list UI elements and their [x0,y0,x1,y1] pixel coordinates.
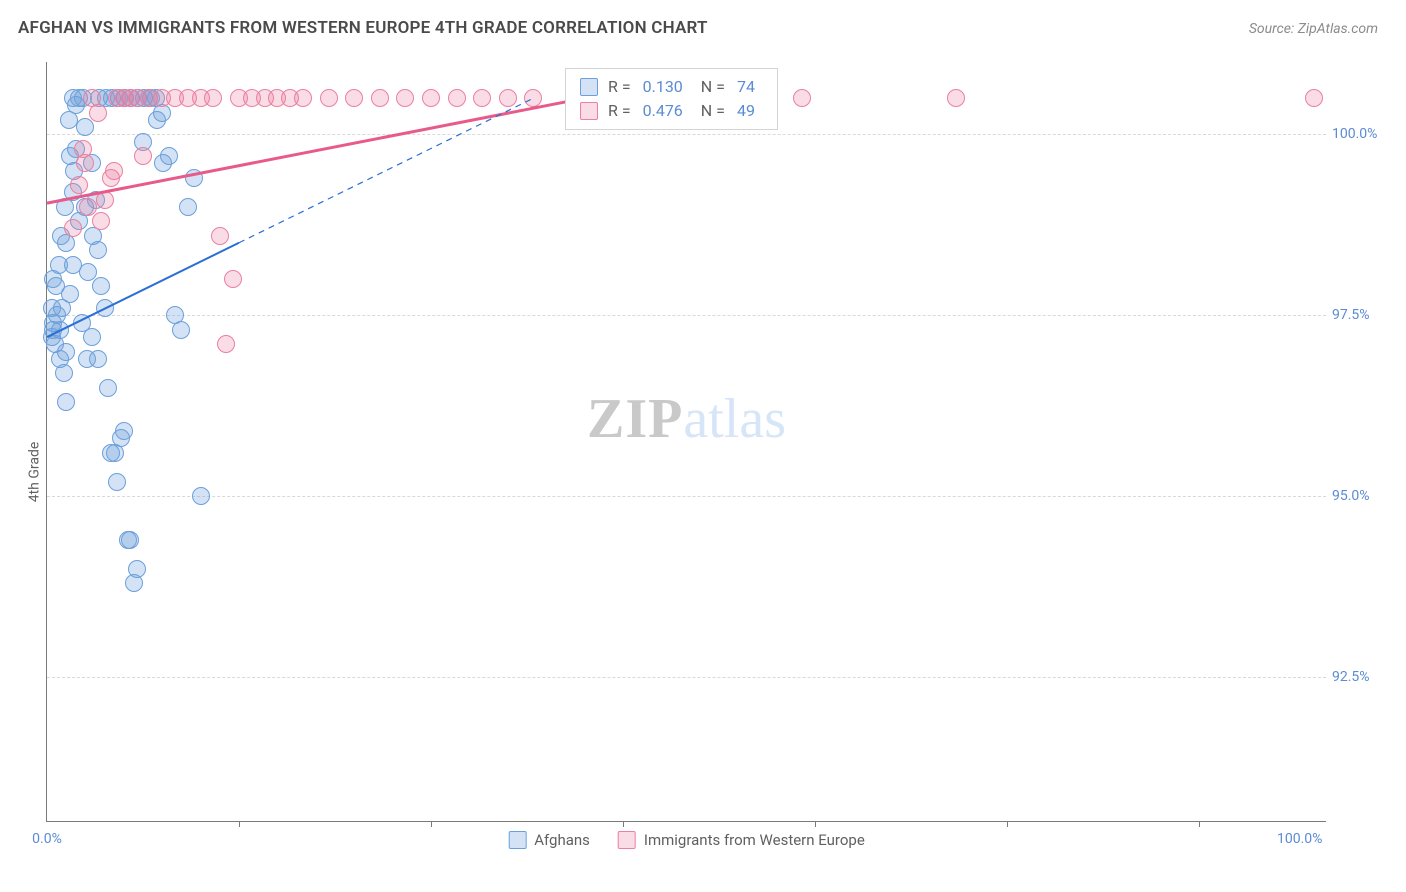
n-label: N = [701,75,725,99]
stats-row: R = 0.476 N = 49 [580,99,763,123]
trend-line [47,98,585,203]
legend-label: Immigrants from Western Europe [644,831,865,849]
r-label: R = [608,75,631,99]
n-label: N = [701,99,725,123]
y-tick-label: 95.0% [1332,488,1392,504]
n-value: 49 [737,99,755,123]
legend-label: Afghans [534,831,590,849]
trend-line [239,98,533,243]
r-value: 0.130 [643,75,683,99]
trend-lines-layer [47,62,1327,822]
title-bar: AFGHAN VS IMMIGRANTS FROM WESTERN EUROPE… [0,0,1406,46]
legend-swatch [508,831,526,849]
legend-item: Afghans [508,831,590,849]
chart-container: 4th Grade ZIPatlas R = 0.130 N = 74 R = … [0,52,1406,892]
r-label: R = [608,99,631,123]
x-tick-label: 100.0% [1277,831,1322,847]
series-swatch [580,78,598,96]
trend-line [47,243,239,337]
source-label: Source: ZipAtlas.com [1249,21,1378,37]
n-value: 74 [737,75,755,99]
stats-legend-box: R = 0.130 N = 74 R = 0.476 N = 49 [565,68,778,130]
legend-swatch [618,831,636,849]
stats-row: R = 0.130 N = 74 [580,75,763,99]
x-tick-label: 0.0% [32,831,62,847]
legend-item: Immigrants from Western Europe [618,831,865,849]
series-swatch [580,102,598,120]
r-value: 0.476 [643,99,683,123]
y-tick-label: 92.5% [1332,669,1392,685]
y-axis-label: 4th Grade [26,442,42,503]
y-tick-label: 100.0% [1332,126,1392,142]
bottom-legend: Afghans Immigrants from Western Europe [508,831,865,849]
chart-title: AFGHAN VS IMMIGRANTS FROM WESTERN EUROPE… [18,18,708,38]
y-tick-label: 97.5% [1332,307,1392,323]
plot-area: ZIPatlas R = 0.130 N = 74 R = 0.476 N = … [46,62,1326,822]
